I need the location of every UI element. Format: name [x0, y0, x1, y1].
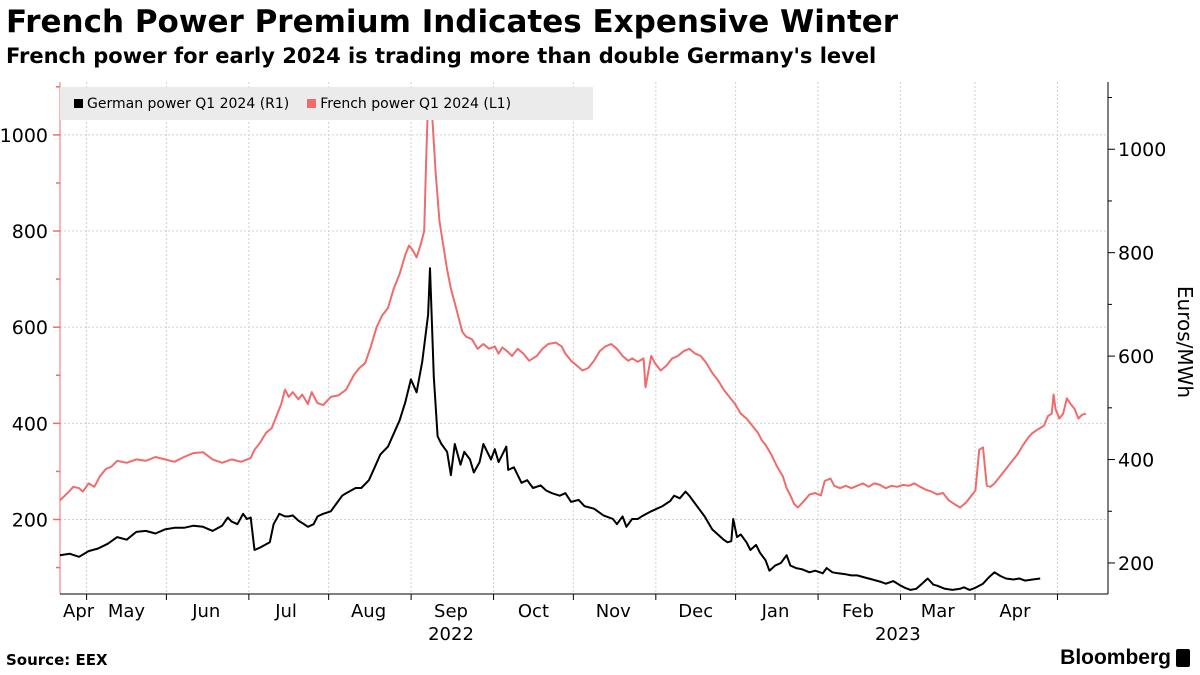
left-tick-label: 200 — [12, 509, 48, 531]
right-tick-label: 200 — [1118, 553, 1154, 575]
left-tick-label: 1000 — [0, 125, 48, 147]
x-tick-label: Nov — [596, 601, 631, 622]
x-tick-label: Apr — [63, 601, 95, 622]
legend-label-french: French power Q1 2024 (L1) — [320, 95, 512, 112]
x-tick-label: Oct — [518, 601, 549, 622]
x-tick-label: Jun — [191, 601, 220, 622]
terminal-icon — [1176, 649, 1190, 667]
gridlines — [60, 82, 1108, 594]
legend-label-german: German power Q1 2024 (R1) — [87, 95, 290, 112]
x-tick-label: Feb — [842, 601, 874, 622]
x-tick-label: Jan — [761, 601, 790, 622]
x-tick-label: Aug — [351, 601, 386, 622]
chart-title: French Power Premium Indicates Expensive… — [6, 4, 899, 40]
tick-labels: 200 400 600 800 1000 200 400 600 800 1000 Euros/MW… — [0, 125, 1197, 645]
x-tick-label: Mar — [921, 601, 956, 622]
right-tick-label: 600 — [1118, 346, 1154, 368]
legend-swatch-german — [74, 99, 83, 108]
year-label: 2023 — [875, 624, 921, 645]
right-axis-title: Euros/MWh — [1173, 286, 1197, 398]
series-line-french — [59, 97, 1087, 509]
left-tick-label: 800 — [12, 221, 48, 243]
series-lines — [59, 97, 1087, 591]
x-tick-label: Apr — [999, 601, 1031, 622]
x-tick-label: Dec — [678, 601, 713, 622]
legend-item-german: German power Q1 2024 (R1) — [74, 96, 289, 112]
right-tick-label: 400 — [1118, 450, 1154, 472]
legend-item-french: French power Q1 2024 (L1) — [307, 96, 511, 112]
legend: German power Q1 2024 (R1) French power Q… — [60, 87, 593, 120]
legend-swatch-french — [307, 99, 317, 108]
right-tick-label: 1000 — [1118, 139, 1166, 161]
chart-subtitle: French power for early 2024 is trading m… — [6, 44, 877, 68]
axes — [53, 82, 1115, 600]
bloomberg-logo: Bloomberg — [1060, 646, 1190, 670]
x-tick-label: Sep — [434, 601, 468, 622]
x-tick-label: May — [108, 601, 146, 622]
brand-text: Bloomberg — [1060, 646, 1171, 669]
right-tick-label: 800 — [1118, 243, 1154, 265]
x-tick-label: Jul — [274, 601, 297, 622]
left-tick-label: 600 — [12, 317, 48, 339]
series-line-german — [59, 267, 1041, 591]
source-note: Source: EEX — [6, 651, 108, 669]
left-tick-label: 400 — [12, 413, 48, 435]
year-label: 2022 — [428, 624, 474, 645]
